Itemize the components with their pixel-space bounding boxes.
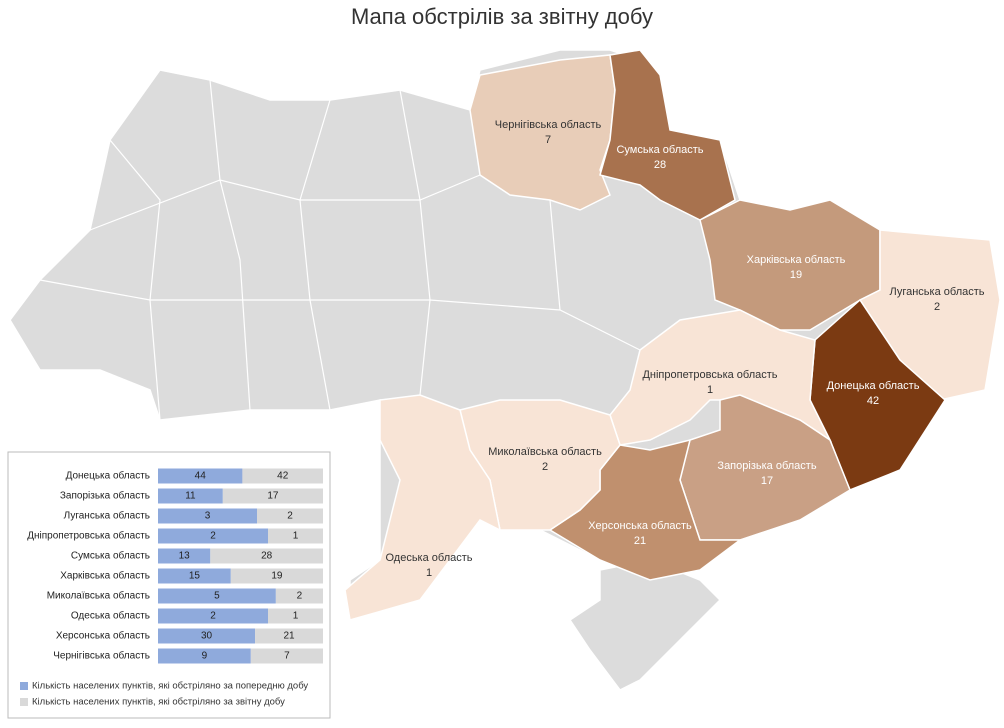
bar-segment [158, 608, 268, 624]
bar-segment [242, 468, 323, 484]
bar-segment [222, 488, 323, 504]
category-label: Запорізька область [60, 490, 150, 502]
category-label: Донецька область [66, 470, 150, 482]
regions: Чернігівська область 7 Сумська область 28 Ха… [344, 49, 1001, 621]
bar-segment [268, 528, 323, 544]
map-title: Мапа обстрілів за звітну добу [351, 4, 653, 29]
region [344, 394, 502, 621]
region-name: Чернігівська область [495, 119, 602, 131]
bar-segment [158, 648, 251, 664]
bar-label: 44 [195, 471, 207, 482]
region-value: 17 [761, 475, 773, 487]
bar-segment [255, 628, 323, 644]
bar-segment [158, 508, 257, 524]
bar-segment [275, 588, 323, 604]
bar-segment [158, 528, 268, 544]
region-name: Запорізька область [717, 460, 816, 472]
region-name: Херсонська область [588, 520, 692, 532]
legend-label: Кількість населених пунктів, які обстріл… [32, 697, 285, 708]
region-name: Харківська область [747, 254, 846, 266]
region-value: 7 [545, 134, 551, 146]
region-name: Сумська область [616, 144, 703, 156]
category-label: Херсонська область [56, 630, 150, 642]
bar-label: 7 [284, 651, 290, 662]
bar-label: 15 [189, 571, 201, 582]
bar-label: 2 [287, 511, 293, 522]
bar-segment [158, 588, 276, 604]
bar-label: 13 [179, 551, 191, 562]
category-label: Миколаївська область [47, 590, 150, 602]
bar-label: 1 [293, 531, 299, 542]
region-value: 28 [654, 159, 666, 171]
region-value: 1 [426, 567, 432, 579]
bar-label: 2 [297, 591, 303, 602]
bar-segment [210, 548, 323, 564]
region-name: Миколаївська область [488, 446, 602, 458]
crimea [568, 559, 722, 691]
bar-label: 28 [261, 551, 273, 562]
region-borders [39, 79, 641, 421]
legend-swatch [20, 682, 28, 690]
region-name: Дніпропетровська область [642, 369, 777, 381]
region [469, 54, 616, 211]
bar-label: 3 [205, 511, 211, 522]
category-label: Сумська область [71, 550, 150, 562]
bar-label: 9 [202, 651, 208, 662]
bar-label: 2 [210, 531, 216, 542]
bar-label: 21 [283, 631, 295, 642]
region-name: Донецька область [827, 380, 920, 392]
region [679, 394, 851, 541]
bar-segment [257, 508, 323, 524]
region-value: 21 [634, 535, 646, 547]
bar-segment [158, 568, 231, 584]
bar-segment [158, 628, 256, 644]
legend-label: Кількість населених пунктів, які обстріл… [32, 681, 308, 692]
bar-segment [158, 488, 223, 504]
bar-segment [158, 468, 243, 484]
category-label: Харківська область [60, 570, 150, 582]
region-name: Луганська область [890, 286, 985, 298]
bar-segment [250, 648, 323, 664]
category-label: Чернігівська область [53, 650, 150, 662]
region-value: 19 [790, 269, 802, 281]
bar-segment [268, 608, 323, 624]
region-value: 2 [542, 461, 548, 473]
bar-label: 11 [185, 491, 196, 502]
bar-label: 19 [271, 571, 283, 582]
region-value: 1 [707, 384, 713, 396]
region-value: 2 [934, 301, 940, 313]
bar-label: 1 [293, 611, 299, 622]
bar-segment [158, 548, 211, 564]
region-name: Одеська область [385, 552, 472, 564]
bar-label: 30 [201, 631, 213, 642]
legend-swatch [20, 698, 28, 706]
bar-segment [230, 568, 323, 584]
category-label: Одеська область [71, 610, 150, 622]
bar-label: 17 [267, 491, 279, 502]
bar-label: 5 [214, 591, 220, 602]
category-label: Луганська область [64, 510, 150, 522]
category-label: Дніпропетровська область [27, 530, 150, 542]
region-value: 42 [867, 395, 879, 407]
bar-label: 2 [210, 611, 216, 622]
bar-label: 42 [277, 471, 289, 482]
